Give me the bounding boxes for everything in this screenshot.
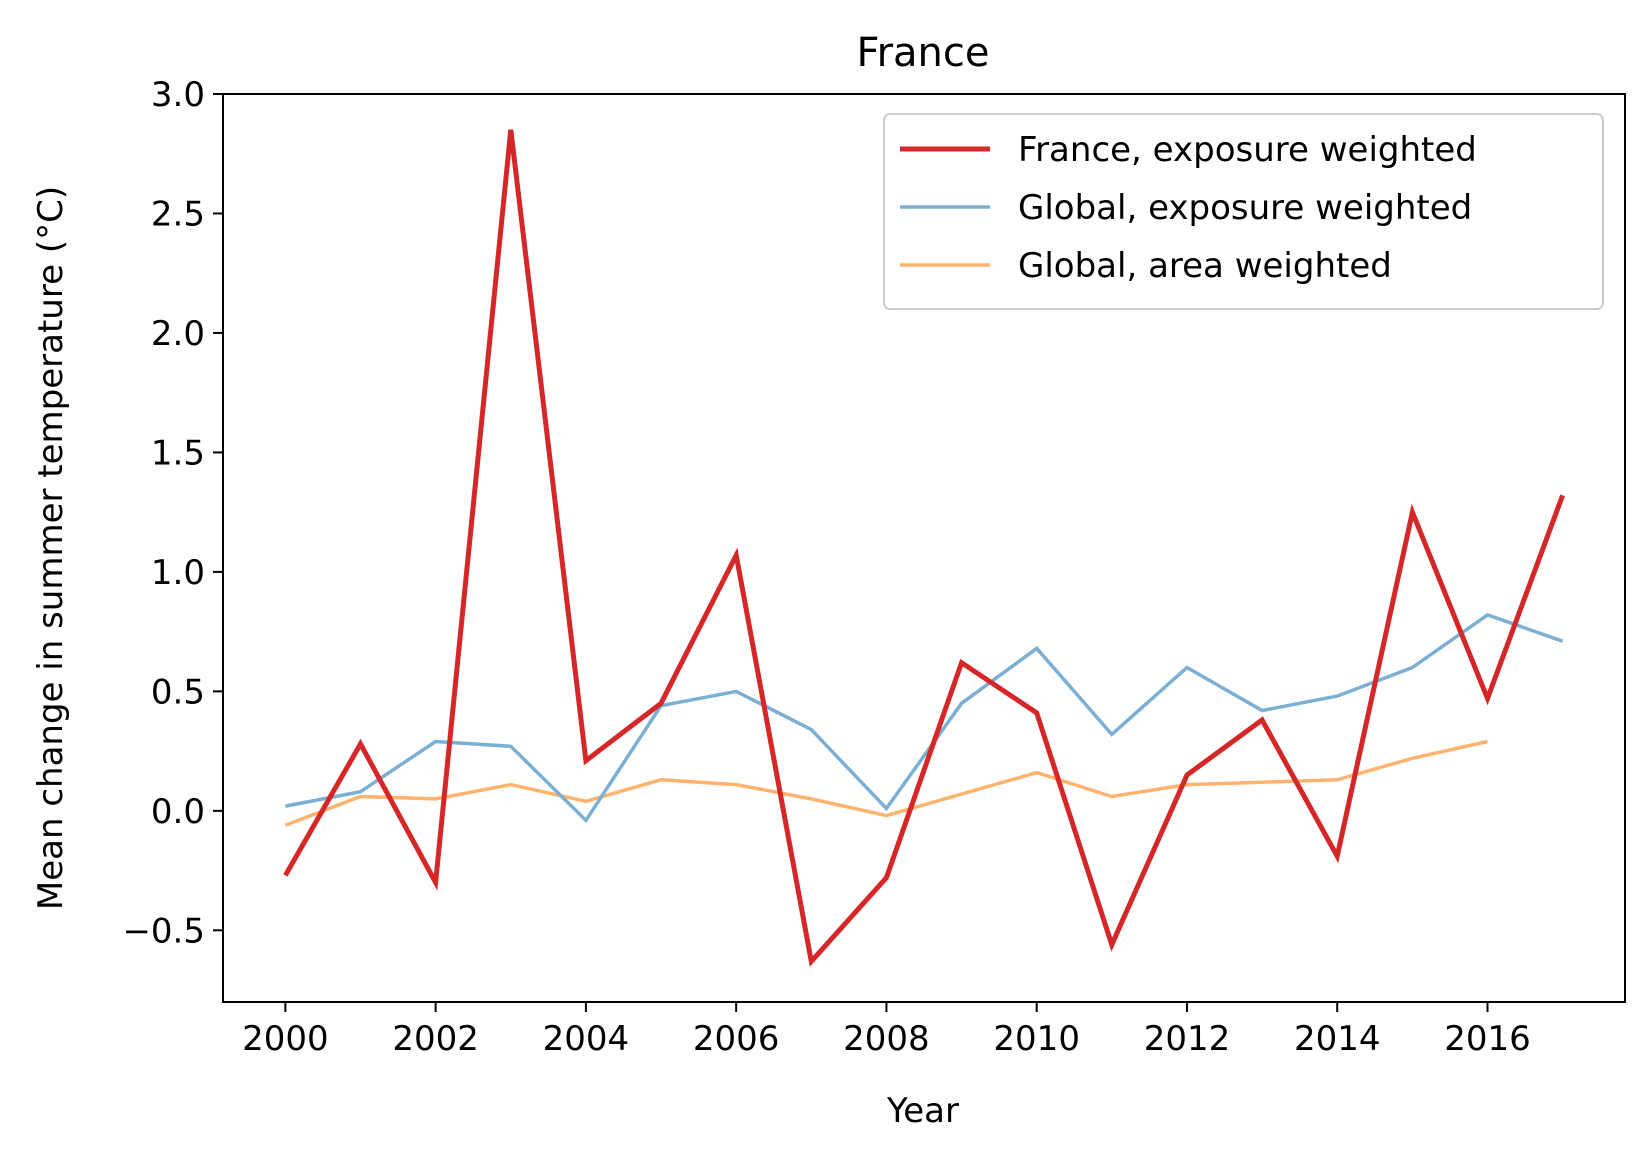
series-line-2 <box>284 739 1488 827</box>
x-tick-label: 2002 <box>392 1019 479 1059</box>
y-axis: −0.5 0.0 0.5 1.0 1.5 2.0 2.5 3.0 <box>122 75 223 951</box>
y-tick-label: 1.5 <box>151 433 205 473</box>
y-axis-label: Mean change in summer temperature (°C) <box>31 186 71 910</box>
legend-label-1: Global, exposure weighted <box>1018 188 1472 228</box>
legend: France, exposure weighted Global, exposur… <box>883 113 1604 310</box>
y-tick-label: 2.5 <box>151 194 205 234</box>
chart-title: France <box>856 30 989 76</box>
series-layer <box>283 129 1565 967</box>
x-axis: 2000 2002 2004 2006 2008 2010 2012 2014 2016 <box>242 1002 1531 1059</box>
y-tick-label: 2.0 <box>151 314 205 354</box>
x-tick-label: 2008 <box>843 1019 930 1059</box>
y-tick-label: 3.0 <box>151 75 205 115</box>
x-tick-label: 2000 <box>242 1019 329 1059</box>
legend-box <box>883 113 1604 310</box>
y-tick-label: 0.5 <box>151 672 205 712</box>
plot-frame <box>222 93 1626 1003</box>
x-tick-label: 2012 <box>1144 1019 1231 1059</box>
legend-label-0: France, exposure weighted <box>1018 130 1477 170</box>
x-tick-label: 2006 <box>693 1019 780 1059</box>
series-line-1 <box>285 612 1564 824</box>
x-tick-label: 2016 <box>1444 1019 1531 1059</box>
x-axis-label: Year <box>886 1091 959 1131</box>
x-tick-label: 2010 <box>993 1019 1080 1059</box>
legend-label-2: Global, area weighted <box>1018 246 1392 286</box>
series-line-0 <box>283 129 1565 967</box>
x-tick-label: 2014 <box>1294 1019 1381 1059</box>
y-tick-label: 0.0 <box>151 792 205 832</box>
x-tick-label: 2004 <box>543 1019 630 1059</box>
y-tick-label: 1.0 <box>151 553 205 593</box>
y-tick-label: −0.5 <box>122 911 205 951</box>
